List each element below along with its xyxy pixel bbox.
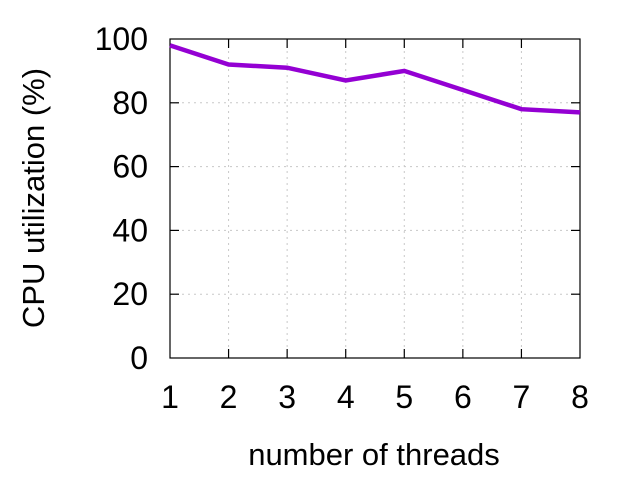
y-axis-title: CPU utilization (%) (16, 68, 51, 328)
y-tick-label: 40 (112, 212, 148, 248)
series-layer (169, 43, 581, 115)
y-tick-label: 100 (95, 21, 148, 57)
y-tick-label: 0 (130, 340, 148, 376)
y-tick-label: 20 (112, 276, 148, 312)
x-axis-title: number of threads (248, 437, 500, 472)
y-tick-label: 80 (112, 85, 148, 121)
x-tick-label: 2 (220, 379, 238, 415)
y-tick-labels: 0 20 40 60 80 100 (95, 21, 148, 376)
plot-frame (169, 38, 581, 359)
x-tick-label: 4 (337, 379, 355, 415)
axis-ticks (170, 39, 580, 358)
x-tick-label: 8 (571, 379, 589, 415)
series-line (169, 43, 581, 115)
x-tick-label: 7 (513, 379, 531, 415)
x-tick-label: 6 (454, 379, 472, 415)
x-tick-label: 3 (278, 379, 296, 415)
grid-lines (170, 39, 580, 358)
x-tick-label: 5 (395, 379, 413, 415)
x-tick-label: 1 (161, 379, 179, 415)
y-tick-label: 60 (112, 149, 148, 185)
x-tick-labels: 1 2 3 4 5 6 7 8 (161, 379, 589, 415)
